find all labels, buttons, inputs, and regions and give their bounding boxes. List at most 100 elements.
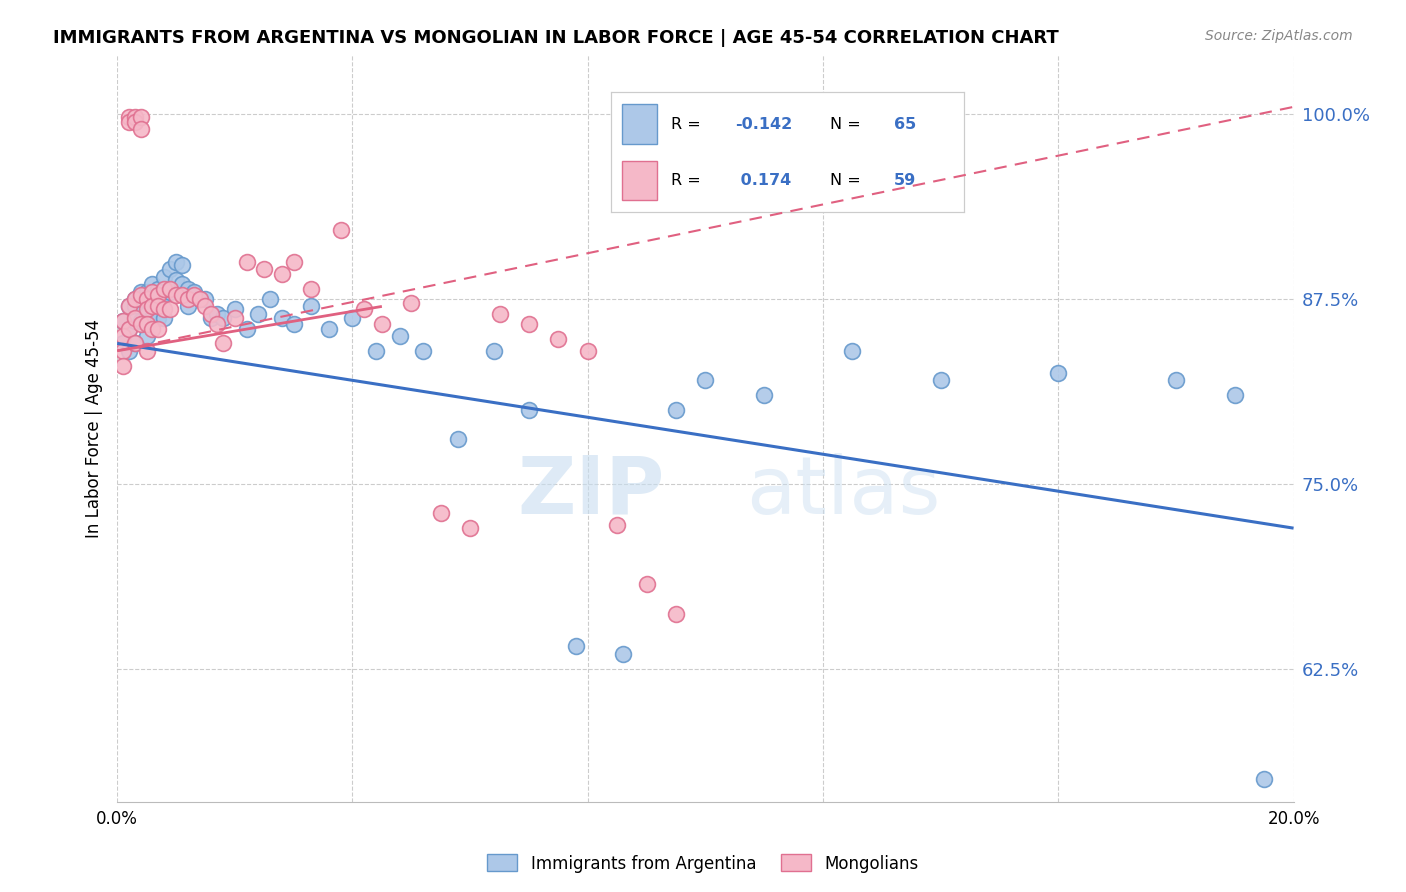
Point xyxy=(329,222,352,236)
Point xyxy=(342,311,364,326)
Text: Source: ZipAtlas.com: Source: ZipAtlas.com xyxy=(1205,29,1353,44)
Point xyxy=(270,267,292,281)
Point xyxy=(517,317,540,331)
Point xyxy=(148,311,170,326)
Point xyxy=(194,300,217,314)
Point xyxy=(1223,388,1246,402)
Text: atlas: atlas xyxy=(747,453,941,531)
Point xyxy=(841,343,863,358)
Point xyxy=(153,311,176,326)
Point xyxy=(124,292,146,306)
Point xyxy=(177,300,200,314)
Point xyxy=(1164,373,1187,387)
Point xyxy=(283,255,305,269)
Point xyxy=(205,317,228,331)
Point xyxy=(153,269,176,284)
Point xyxy=(665,607,688,621)
Point xyxy=(118,300,141,314)
Point xyxy=(124,110,146,124)
Point xyxy=(159,262,181,277)
Point xyxy=(112,314,135,328)
Point xyxy=(283,317,305,331)
Point xyxy=(129,292,152,306)
Point xyxy=(447,433,470,447)
Point xyxy=(170,258,193,272)
Point xyxy=(141,321,163,335)
Point xyxy=(177,282,200,296)
Point xyxy=(270,311,292,326)
Point xyxy=(118,114,141,128)
Point xyxy=(135,292,157,306)
Point xyxy=(141,300,163,314)
Point xyxy=(212,311,235,326)
Point xyxy=(135,285,157,299)
Point xyxy=(135,329,157,343)
Point xyxy=(112,359,135,373)
Point xyxy=(141,292,163,306)
Point xyxy=(153,287,176,301)
Point xyxy=(665,403,688,417)
Point xyxy=(565,640,588,654)
Point xyxy=(165,287,187,301)
Point xyxy=(353,302,375,317)
Point xyxy=(371,317,394,331)
Point xyxy=(224,302,246,317)
Point xyxy=(194,292,217,306)
Point xyxy=(247,307,270,321)
Point xyxy=(129,110,152,124)
Point xyxy=(412,343,434,358)
Legend: Immigrants from Argentina, Mongolians: Immigrants from Argentina, Mongolians xyxy=(481,847,925,880)
Point xyxy=(1253,772,1275,787)
Point xyxy=(235,321,257,335)
Point xyxy=(165,273,187,287)
Point xyxy=(299,282,322,296)
Point xyxy=(695,373,717,387)
Point xyxy=(135,292,157,306)
Point xyxy=(929,373,952,387)
Point xyxy=(165,255,187,269)
Point xyxy=(188,292,211,306)
Point xyxy=(129,287,152,301)
Text: ZIP: ZIP xyxy=(517,453,664,531)
Point xyxy=(429,507,451,521)
Point xyxy=(488,307,510,321)
Point xyxy=(754,388,776,402)
Point xyxy=(135,302,157,317)
Point xyxy=(141,277,163,292)
Point xyxy=(148,287,170,301)
Point xyxy=(606,518,628,533)
Point xyxy=(1047,366,1070,380)
Point xyxy=(118,343,141,358)
Point xyxy=(148,321,170,335)
Point xyxy=(235,255,257,269)
Point xyxy=(118,300,141,314)
Point xyxy=(318,321,340,335)
Point xyxy=(124,336,146,351)
Point xyxy=(129,285,152,299)
Point xyxy=(124,300,146,314)
Point xyxy=(183,285,205,299)
Point xyxy=(576,343,599,358)
Y-axis label: In Labor Force | Age 45-54: In Labor Force | Age 45-54 xyxy=(86,318,103,538)
Point xyxy=(299,300,322,314)
Point xyxy=(159,302,181,317)
Point xyxy=(259,292,281,306)
Point xyxy=(159,282,181,296)
Point xyxy=(112,329,135,343)
Point xyxy=(212,336,235,351)
Point xyxy=(636,577,658,591)
Point xyxy=(224,311,246,326)
Point xyxy=(517,403,540,417)
Point xyxy=(135,343,157,358)
Point xyxy=(159,285,181,299)
Point xyxy=(124,311,146,326)
Point xyxy=(188,292,211,306)
Point xyxy=(148,282,170,296)
Point xyxy=(124,314,146,328)
Point xyxy=(118,321,141,335)
Text: IMMIGRANTS FROM ARGENTINA VS MONGOLIAN IN LABOR FORCE | AGE 45-54 CORRELATION CH: IMMIGRANTS FROM ARGENTINA VS MONGOLIAN I… xyxy=(53,29,1059,47)
Point xyxy=(205,307,228,321)
Point xyxy=(112,314,135,328)
Point xyxy=(364,343,387,358)
Point xyxy=(401,296,423,310)
